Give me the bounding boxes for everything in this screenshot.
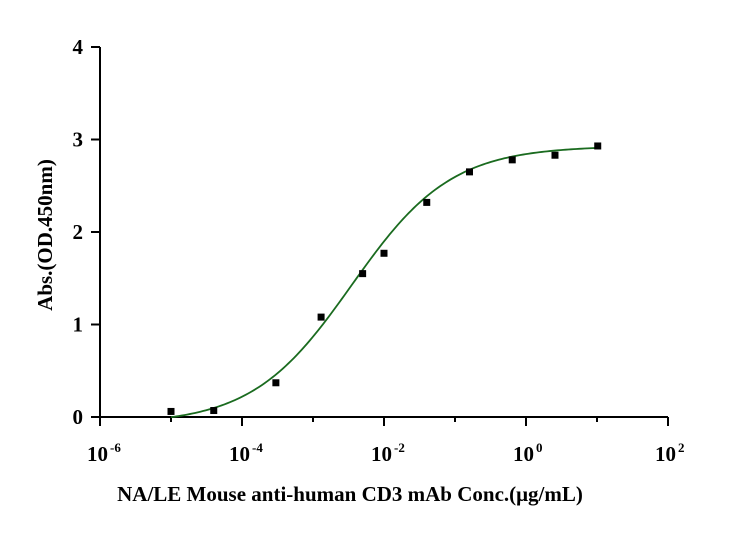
y-tick-label: 0 [73,405,84,429]
data-point [210,407,218,415]
x-tick-label: 10 [87,442,108,466]
data-point [359,270,367,278]
data-point [423,198,431,206]
y-tick-label: 3 [73,128,84,152]
data-points [167,142,602,415]
y-axis-title: Abs.(OD.450nm) [33,159,57,311]
fit-curve [170,147,598,418]
data-point [167,407,175,415]
data-point [317,313,325,321]
data-point [272,379,280,387]
x-tick-exponent: 2 [678,440,685,455]
data-point [380,249,388,257]
x-tick-label: 10 [371,442,392,466]
data-point [551,151,559,159]
data-point [508,156,516,164]
x-tick-label: 10 [513,442,534,466]
x-tick-exponent: -6 [110,440,121,455]
data-point [594,142,602,150]
x-tick-label: 10 [655,442,676,466]
data-point [465,168,473,176]
x-tick-exponent: -2 [394,440,405,455]
y-tick-label: 1 [73,313,84,337]
axes [99,47,668,418]
y-tick-label: 4 [73,35,84,59]
x-tick-exponent: -4 [252,440,263,455]
x-ticks: 10 -6 10 -4 10 -2 10 0 10 2 [87,417,685,466]
x-tick-exponent: 0 [536,440,543,455]
x-axis-title: NA/LE Mouse anti-human CD3 mAb Conc.(μg/… [117,482,583,506]
x-tick-label: 10 [229,442,250,466]
y-ticks: 0 1 2 3 4 [73,35,100,429]
y-tick-label: 2 [73,220,84,244]
